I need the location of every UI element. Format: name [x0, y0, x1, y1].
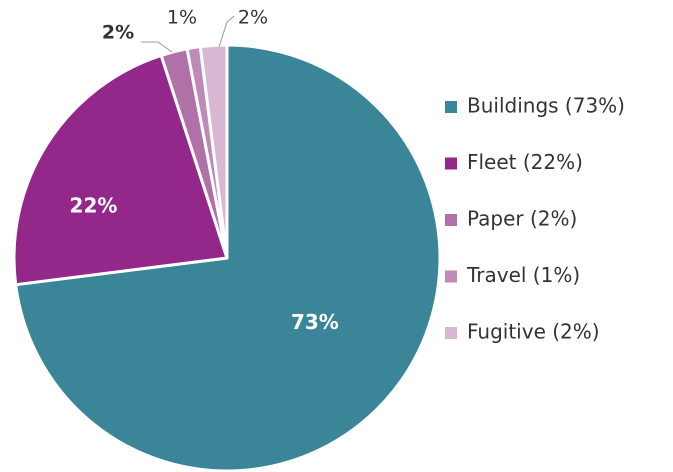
legend-label: Travel (1%)	[466, 263, 580, 287]
data-label: 2%	[102, 22, 134, 44]
legend-swatch	[445, 157, 457, 170]
pie-slice	[198, 43, 229, 260]
legend-swatch	[445, 214, 457, 226]
data-label: 73%	[291, 310, 339, 334]
leader-line	[141, 41, 173, 53]
legend-label: Paper (2%)	[467, 207, 577, 231]
data-label: 2%	[238, 7, 268, 29]
legend-label: Fleet (22%)	[467, 150, 583, 174]
legend-swatch	[445, 270, 457, 283]
legend-swatch	[445, 327, 457, 339]
legend-label: Buildings (73%)	[467, 94, 625, 118]
leader-line	[218, 15, 235, 48]
legend-label: Fugitive (2%)	[467, 320, 600, 344]
legend-swatch	[445, 101, 457, 113]
data-label: 1%	[167, 7, 197, 29]
pie-slice	[12, 53, 229, 287]
data-label: 22%	[70, 194, 118, 218]
